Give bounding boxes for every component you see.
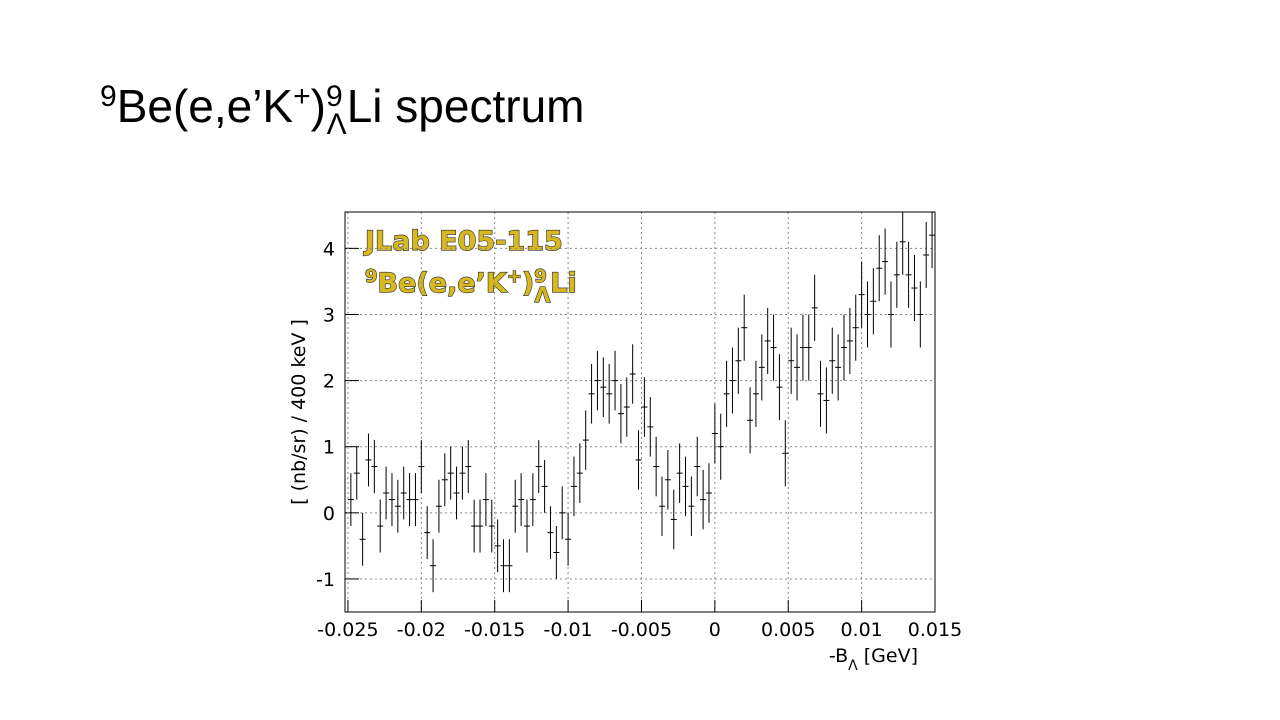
title-part: 9	[326, 80, 343, 113]
annotation-part: Λ	[535, 283, 551, 307]
annotation-part: +	[507, 266, 522, 287]
y-tick-label: 3	[323, 304, 335, 326]
y-tick-label: 2	[323, 371, 335, 393]
title-part: Be(e,e’K	[117, 80, 294, 132]
plot-frame	[344, 211, 936, 613]
title-part: Λ	[327, 108, 347, 141]
y-tick-label: 4	[323, 238, 335, 260]
title-part: Li spectrum	[347, 80, 585, 132]
y-tick-label: 0	[323, 503, 335, 525]
x-axis-label: -BΛ [GeV]	[829, 645, 918, 674]
x-tick-label: -0.01	[543, 619, 592, 641]
x-tick-label: -0.015	[464, 619, 525, 641]
slide-title: 9Be(e,e’K+)9 ΛLi spectrum	[100, 80, 584, 142]
title-part: +	[293, 80, 311, 113]
annotation: JLab E05-115	[363, 226, 563, 257]
title-part: )	[311, 80, 326, 132]
title-part: 9	[100, 80, 117, 113]
x-tick-label: 0.01	[840, 619, 882, 641]
annotation-part: Li	[550, 268, 576, 299]
x-tick-label: 0.005	[761, 619, 815, 641]
annotation-part: 9	[365, 266, 378, 287]
annotation: 9Be(e,e’K+)9 ΛLi	[365, 266, 577, 308]
annotation-part: Be(e,e’K	[378, 268, 508, 299]
y-tick-label: 1	[323, 437, 335, 459]
annotation-part: )	[522, 268, 534, 299]
x-tick-label: 0	[709, 619, 721, 641]
y-tick-label: -1	[316, 569, 335, 591]
x-tick-label: -0.005	[611, 619, 672, 641]
annotation-part: 9	[534, 266, 547, 287]
x-label-part: [GeV]	[858, 645, 918, 667]
x-label-part: -B	[829, 645, 848, 667]
x-label-part: Λ	[848, 658, 858, 674]
x-tick-label: -0.025	[317, 619, 378, 641]
y-axis-label: [ (nb/sr) / 400 keV ]	[288, 319, 310, 505]
x-tick-label: 0.015	[908, 619, 962, 641]
x-tick-label: -0.02	[397, 619, 446, 641]
